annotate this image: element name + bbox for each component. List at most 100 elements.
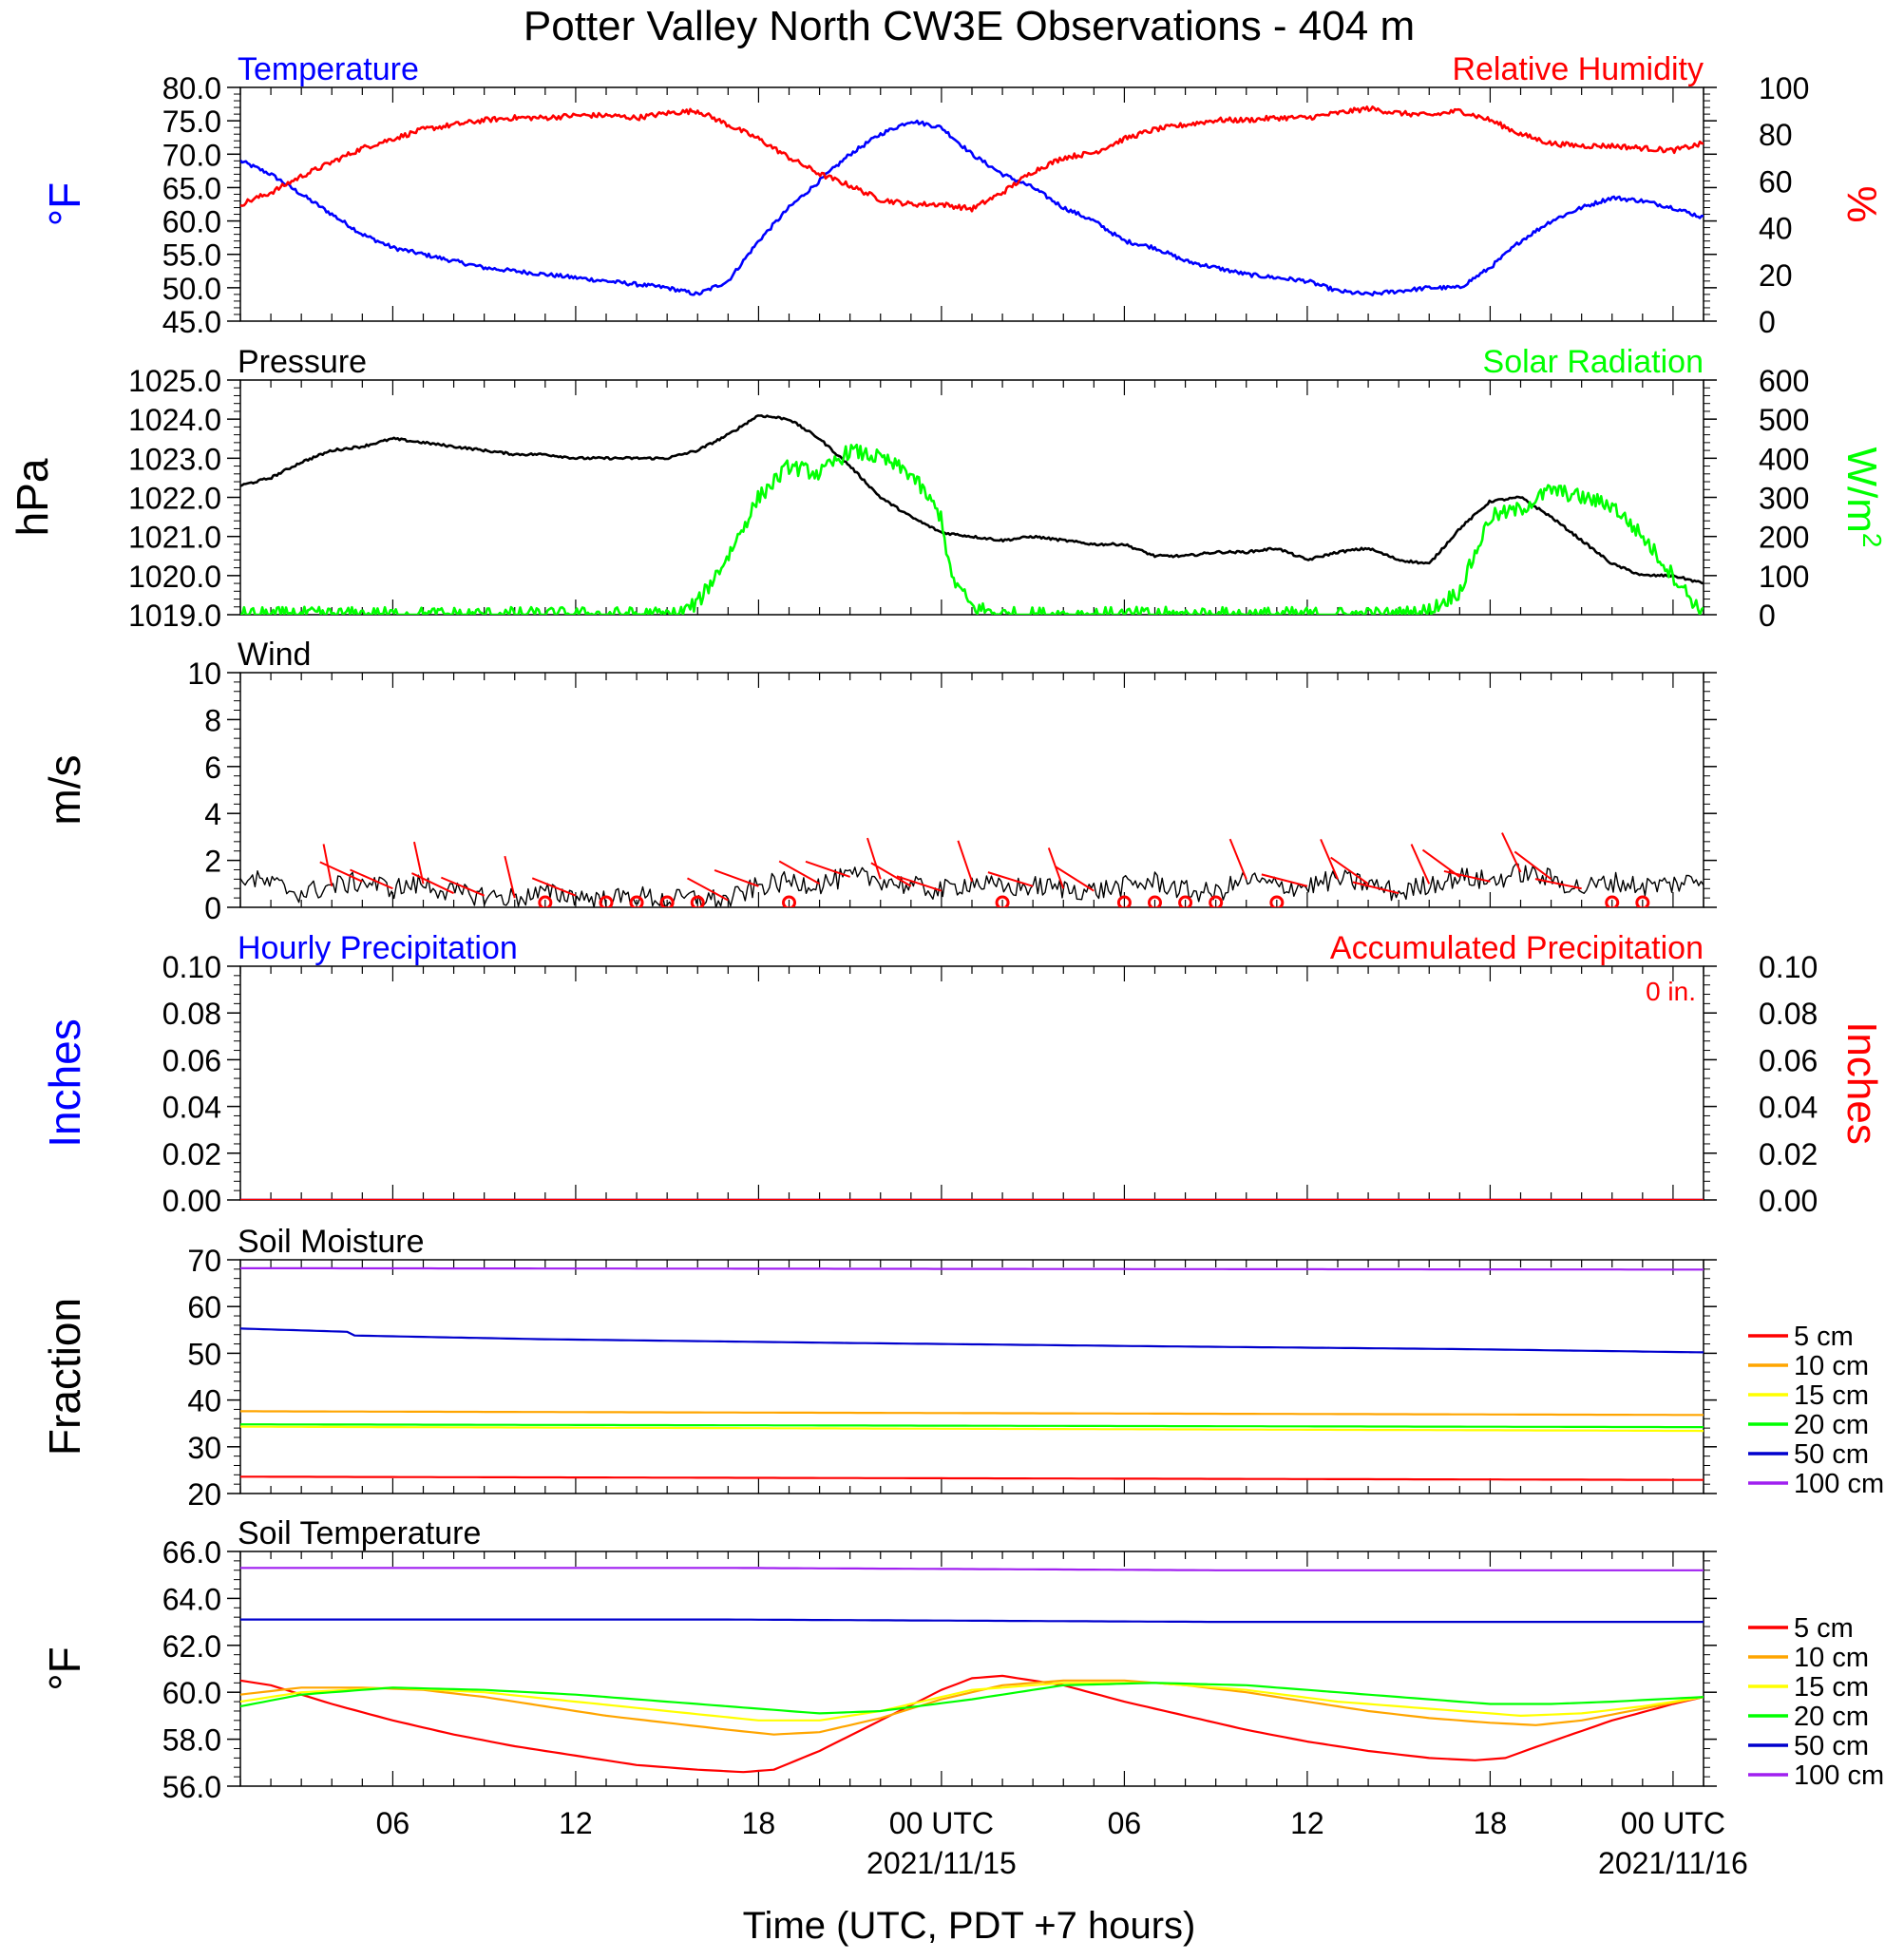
y-tick-label-left: 8 [204,703,221,737]
legend-label: 15 cm [1794,1672,1869,1703]
y-tick-label-left: 2 [204,845,221,879]
wind-barb [504,855,516,899]
panel-0: 45.050.055.060.065.070.075.080.0 0 20 40 60 8… [40,51,1885,339]
panel-title-left: Temperature [238,51,419,87]
y-tick-label-left: 80.0 [162,71,221,105]
y-tick-label-left: 65.0 [162,171,221,205]
panel-data [240,832,1704,907]
series-line-20-cm [240,1682,1704,1715]
wind-barb [896,875,942,892]
panel-data [240,414,1704,615]
wind-barb [987,871,1034,887]
legend-label: 100 cm [1794,1469,1884,1499]
y-tick-label-right: 0.02 [1759,1137,1818,1171]
y-tick-label-left: 40 [187,1384,221,1418]
y-tick-label-left: 60.0 [162,1676,221,1710]
legend-label: 20 cm [1794,1702,1869,1732]
wind-barb [1261,873,1308,887]
wind-barb [1047,847,1065,889]
panel-3: 0.00 0.02 0.04 0.06 0.08 0.10 0.00 0.02 0.04 0.06… [40,930,1885,1218]
y-axis-label-right: Inches [1838,1021,1885,1145]
y-axis-label-left: m/s [40,754,89,825]
y-tick-label-left: 62.0 [162,1629,221,1664]
y-tick-label-left: 0 [204,891,221,925]
y-tick-label-left: 1022.0 [128,482,221,516]
y-tick-label-left: 60.0 [162,205,221,239]
y-tick-label-left: 0.08 [162,997,221,1031]
y-tick-label-left: 58.0 [162,1723,221,1758]
y-tick-label-left: 6 [204,751,221,785]
series-line-15-cm [240,1425,1704,1433]
panel-data [240,1266,1704,1481]
y-axis-label-left: °F [40,182,89,227]
y-tick-label-right: 100 [1759,71,1809,105]
calm-wind-marker [659,895,675,907]
y-tick-label-left: 1020.0 [128,560,221,594]
panel-5: 56.0 58.0 60.0 62.0 64.0 66.0 Soil Temperature… [40,1515,1884,1804]
calm-wind-marker [782,895,796,907]
y-tick-label-left: 10 [187,657,221,691]
wind-barb [440,876,486,897]
y-tick-label-right: 600 [1759,364,1809,398]
panel-2: 0 2 4 6 8 10 Wind m/s [40,637,1717,925]
wind-barb [866,837,882,880]
legend-label: 5 cm [1794,1322,1854,1352]
y-tick-label-right: 40 [1759,212,1793,246]
panel-title-right: Relative Humidity [1452,51,1704,87]
y-axis-label-right: % [1838,185,1885,222]
series-line-10-cm [240,1410,1704,1417]
y-axis-label-left: Inches [40,1018,89,1148]
chart-title: Potter Valley North CW3E Observations - … [524,3,1415,49]
y-axis-label-left: Fraction [40,1298,89,1456]
calm-wind-marker [1635,895,1650,907]
y-tick-label-left: 1024.0 [128,403,221,437]
calm-wind-marker [1209,895,1224,907]
calm-wind-marker [1178,895,1193,907]
y-axis-label-right: W/m2 [1838,447,1887,548]
panel-data [240,1567,1704,1774]
wind-barb [319,861,363,883]
x-tick-label: 12 [559,1806,593,1840]
series-line-left-0 [240,863,1704,907]
y-tick-label-right: 60 [1759,164,1793,199]
series-line-right-1 [240,443,1704,615]
wind-barb [1514,850,1552,881]
x-date-label: 2021/11/16 [1598,1846,1748,1880]
y-tick-label-left: 1021.0 [128,521,221,555]
panel-title-left: Soil Moisture [238,1224,425,1260]
x-tick-label: 06 [1108,1806,1142,1840]
y-tick-label-left: 70 [187,1244,221,1278]
y-tick-label-left: 0.06 [162,1043,221,1077]
series-line-10-cm [240,1679,1704,1736]
x-tick-label: 18 [1474,1806,1508,1840]
calm-wind-marker [1269,895,1285,907]
y-tick-label-right: 200 [1759,521,1809,555]
panel-title-left: Hourly Precipitation [238,930,518,966]
wind-barb [1228,838,1247,880]
precip-annotation: 0 in. [1646,977,1696,1006]
x-tick-label: 00 UTC [889,1806,994,1840]
y-tick-label-left: 30 [187,1431,221,1465]
y-tick-label-left: 50.0 [162,272,221,306]
legend-label: 15 cm [1794,1380,1869,1411]
wind-barb [1054,866,1095,892]
y-tick-label-left: 56.0 [162,1770,221,1804]
y-tick-label-right: 0.04 [1759,1091,1818,1125]
series-line-100-cm [240,1266,1704,1271]
calm-wind-marker [1116,895,1132,907]
panel-data [240,105,1704,297]
wind-barb [778,860,821,885]
y-tick-label-left: 0.00 [162,1184,221,1218]
y-tick-label-left: 66.0 [162,1535,221,1570]
y-tick-label-left: 60 [187,1290,221,1324]
wind-barb [1352,881,1399,895]
calm-wind-marker [1148,895,1162,907]
y-axis-label-right-superscript: 2 [1857,533,1887,548]
wind-barb [531,877,577,897]
series-line-50-cm [240,1327,1704,1354]
wind-barb [1534,878,1582,890]
calm-wind-marker [629,895,644,907]
panel-title-right: Solar Radiation [1483,344,1704,380]
wind-barb [686,877,729,902]
calm-wind-marker [599,895,614,907]
